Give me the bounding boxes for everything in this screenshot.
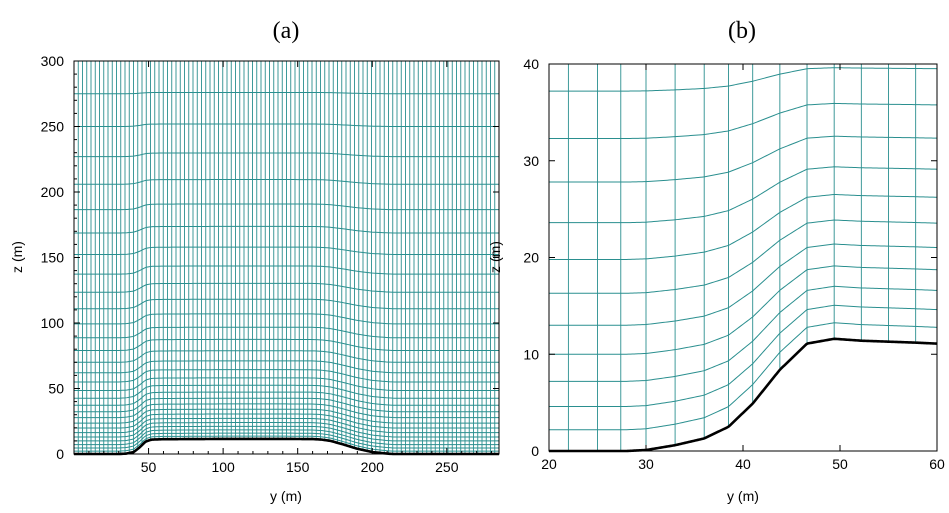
mesh-level-line (74, 408, 499, 424)
x-tick-label: 150 (286, 459, 310, 475)
y-tick-label: 40 (523, 56, 539, 72)
y-tick-label: 250 (41, 119, 65, 135)
panel-a-x-axis-label: y (m) (270, 488, 302, 504)
mesh-level-line (74, 417, 499, 434)
panel-a: (a) 50 100 150 200 250 0 50 100 150 200 250 300 y … (9, 18, 500, 504)
x-tick-label: 50 (832, 456, 848, 472)
mesh-level-line (549, 67, 938, 92)
mesh-level-line (74, 369, 499, 383)
panel-a-x-ticks: 50 100 150 200 250 (73, 61, 493, 475)
mesh-level-line (74, 203, 499, 211)
mesh-level-line (74, 377, 499, 391)
mesh-level-line (74, 152, 499, 158)
mesh-level-line (549, 304, 938, 407)
y-tick-label: 300 (41, 53, 65, 69)
panel-a-label: (a) (273, 18, 300, 44)
mesh-level-line (549, 285, 938, 382)
y-tick-label: 20 (523, 250, 539, 266)
panel-b-label: (b) (728, 18, 756, 44)
mesh-level-line (74, 403, 499, 419)
mesh-level-line (549, 265, 938, 355)
y-tick-label: 50 (48, 381, 64, 397)
panel-b-x-axis-label: y (m) (727, 488, 759, 504)
panel-b-mesh (549, 63, 938, 451)
y-tick-label: 0 (56, 446, 64, 462)
mesh-level-line (74, 265, 499, 275)
mesh-level-line (74, 422, 499, 438)
panel-b: (b) 20 30 40 50 60 0 10 20 30 40 y (m) z (m) (487, 18, 945, 504)
mesh-level-line (549, 243, 938, 326)
mesh-level-line (74, 282, 499, 293)
y-tick-label: 30 (523, 153, 539, 169)
x-tick-label: 30 (638, 456, 654, 472)
mesh-level-line (74, 397, 499, 413)
mesh-level-line (74, 338, 499, 352)
y-tick-label: 100 (41, 315, 65, 331)
mesh-level-line (74, 429, 499, 446)
panel-b-x-ticks: 20 30 40 50 60 (541, 64, 945, 472)
mesh-level-line (74, 326, 499, 339)
mesh-level-line (74, 384, 499, 399)
panel-a-y-ticks: 0 50 100 150 200 250 300 (41, 53, 499, 462)
panel-b-terrain (549, 337, 938, 453)
mesh-level-line (74, 391, 499, 406)
panel-a-y-axis-label: z (m) (9, 241, 25, 273)
mesh-level-line (74, 360, 499, 374)
mesh-level-line (74, 91, 499, 95)
mesh-level-line (74, 413, 499, 429)
y-tick-label: 0 (531, 443, 539, 459)
mesh-level-line (549, 193, 938, 260)
mesh-level-line (549, 219, 938, 294)
x-tick-label: 50 (141, 459, 157, 475)
x-tick-label: 40 (735, 456, 751, 472)
panel-b-y-ticks: 0 10 20 30 40 (523, 56, 937, 459)
mesh-level-line (74, 313, 499, 325)
mesh-level-line (74, 225, 499, 234)
mesh-level-line (74, 298, 499, 310)
x-tick-label: 250 (435, 459, 459, 475)
mesh-level-line (74, 179, 499, 185)
y-tick-label: 150 (41, 250, 65, 266)
mesh-level-line (549, 135, 938, 183)
mesh-level-line (74, 432, 499, 449)
mesh-level-line (74, 425, 499, 442)
terrain-line (549, 337, 938, 453)
mesh-level-line (549, 166, 938, 224)
mesh-level-line (74, 123, 499, 127)
mesh-level-line (74, 246, 499, 255)
x-tick-label: 200 (361, 459, 385, 475)
mesh-level-line (549, 102, 938, 139)
x-tick-label: 60 (929, 456, 945, 472)
mesh-level-line (74, 435, 499, 452)
x-tick-label: 20 (541, 456, 557, 472)
mesh-level-line (549, 322, 938, 431)
y-tick-label: 10 (523, 346, 539, 362)
y-tick-label: 200 (41, 184, 65, 200)
mesh-level-line (74, 350, 499, 363)
panel-b-y-axis-label: z (m) (487, 241, 503, 273)
x-tick-label: 100 (211, 459, 235, 475)
panel-a-mesh (74, 60, 500, 454)
